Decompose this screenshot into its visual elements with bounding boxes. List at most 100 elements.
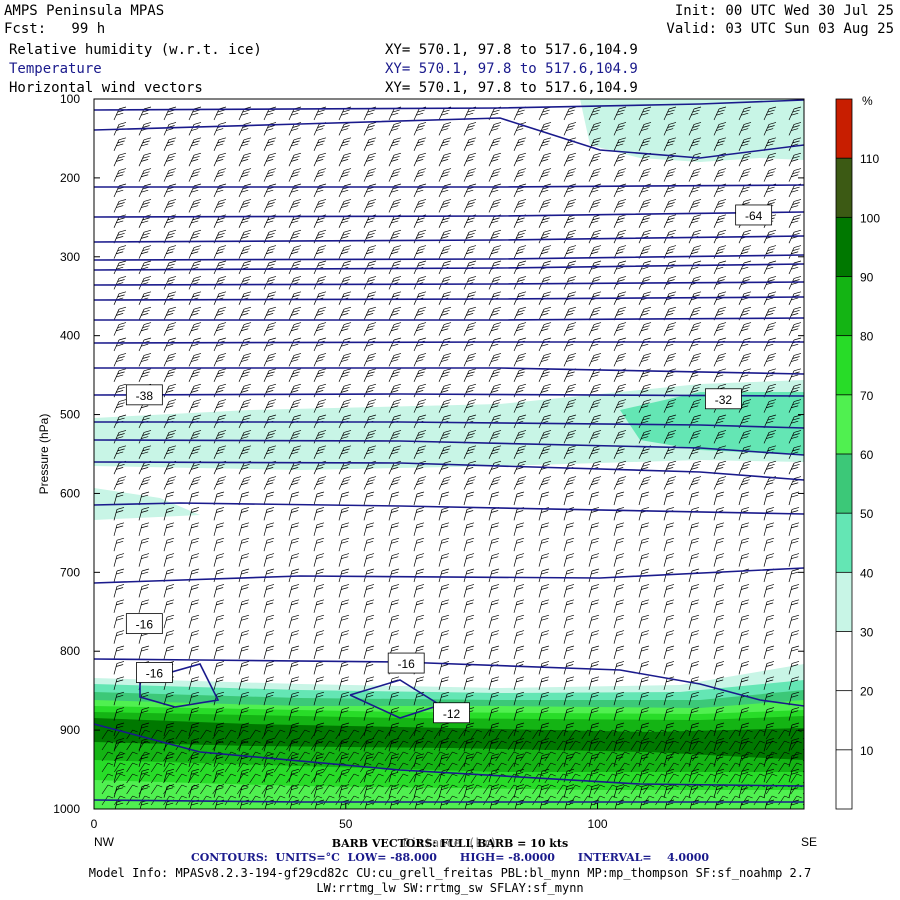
colorbar-label-7: 80 <box>860 330 874 344</box>
colorbar-seg-8 <box>836 276 852 336</box>
temperature-contour-22 <box>94 658 804 707</box>
wind-barbs <box>101 106 804 809</box>
contour-label-6: -12 <box>443 707 461 721</box>
x-axis-title: Distance (km) <box>403 836 497 850</box>
axes: 100 200 300 400 500 600 700 800 900 1000 0 50 100 <box>53 92 804 831</box>
colorbar-seg-5 <box>836 454 852 514</box>
barb-legend: BARB VECTORS: FULL BARB = 10 kts <box>331 837 569 850</box>
se-label: SE <box>801 835 817 849</box>
y-tick-label-8: 900 <box>60 723 80 737</box>
plot-frame <box>93 98 805 810</box>
y-tick-label-2: 300 <box>60 250 80 264</box>
colorbar-seg-6 <box>836 394 852 454</box>
temperature-contour-2 <box>94 184 804 188</box>
colorbar-label-1: 20 <box>860 685 874 699</box>
field-label-wind: Horizontal wind vectors <box>9 80 203 96</box>
colorbar-label-8: 90 <box>860 271 874 285</box>
colorbar-label-0: 10 <box>860 744 874 758</box>
contour-label-4: -16 <box>146 667 164 681</box>
colorbar-label-5: 60 <box>860 448 874 462</box>
rh-band-low-90 <box>94 718 804 760</box>
colorbar-seg-2 <box>836 631 852 691</box>
contour-label-box-4 <box>136 662 173 683</box>
colorbar-seg-9 <box>836 217 852 277</box>
forecast-hour: Fcst: 99 h <box>4 21 106 37</box>
y-tick-label-6: 700 <box>60 565 80 579</box>
colorbar-seg-3 <box>836 572 852 632</box>
temperature-contour-1 <box>94 99 804 111</box>
temperature-contour-20 <box>139 663 220 708</box>
contour-labels: -64 -38 -32 -16 -16 -16 -12 <box>125 204 773 724</box>
contour-label-2: -32 <box>715 393 733 407</box>
colorbar: 10 20 30 40 50 60 70 80 90 100 110 <box>835 98 880 810</box>
y-axis-label: Pressure (hPa) <box>37 414 51 495</box>
temperature-contour-16 <box>94 502 804 515</box>
model-title: AMPS Peninsula MPAS <box>4 3 165 19</box>
colorbar-label-9: 100 <box>860 211 880 225</box>
temperature-contour-4 <box>94 235 804 243</box>
y-tick-label-4: 500 <box>60 408 80 422</box>
valid-time: Valid: 03 UTC Sun 03 Aug 25 <box>666 21 894 37</box>
contour-label-box-0 <box>735 204 773 226</box>
temperature-contour-15 <box>94 461 804 481</box>
temperature-contour-14 <box>94 439 804 456</box>
rh-band-mid <box>94 380 804 470</box>
y-tick-label-3: 400 <box>60 329 80 343</box>
y-tick-label-5: 600 <box>60 486 80 500</box>
temperature-contour-11 <box>94 367 804 375</box>
field-xy-rh: XY= 570.1, 97.8 to 517.6,104.9 <box>385 42 638 58</box>
model-info-2: LW:rrtmg_lw SW:rrtmg_sw SFLAY:sf_mynn <box>316 881 584 895</box>
temperature-contour-7 <box>94 281 804 286</box>
colorbar-label-4: 50 <box>860 507 874 521</box>
contour-label-5: -16 <box>398 657 416 671</box>
y-tick-label-9: 1000 <box>53 802 80 816</box>
colorbar-seg-7 <box>836 335 852 395</box>
model-info: Model Info: MPASv8.2.3-194-gf29cd82c CU:… <box>88 866 812 880</box>
colorbar-seg-4 <box>836 513 852 573</box>
temperature-contour-6 <box>94 263 804 271</box>
contour-label-1: -38 <box>136 389 154 403</box>
temperature-contour-13 <box>94 421 804 429</box>
colorbar-label-3: 40 <box>860 566 874 580</box>
contour-label-0: -64 <box>745 209 763 223</box>
contour-label-box-6 <box>433 702 470 724</box>
colorbar-seg-0 <box>836 749 852 809</box>
temperature-contour-5 <box>94 254 804 261</box>
colorbar-label-6: 70 <box>860 389 874 403</box>
temperature-contour-18 <box>94 723 804 787</box>
temperature-contour-9 <box>94 317 804 321</box>
contour-label-box-1 <box>125 384 163 406</box>
colorbar-unit: % <box>862 94 873 108</box>
contour-label-box-2 <box>705 388 742 410</box>
colorbar-label-2: 30 <box>860 626 874 640</box>
field-label-temperature: Temperature <box>9 61 102 77</box>
temperature-contour-10 <box>94 341 804 344</box>
colorbar-seg-11 <box>836 99 852 159</box>
field-label-rh: Relative humidity (w.r.t. ice) <box>9 42 262 58</box>
contour-label-3: -16 <box>136 618 154 632</box>
x-tick-label-0: 0 <box>91 817 98 831</box>
y-tick-label-0: 100 <box>60 92 80 106</box>
wind-barb-field-lowlevel <box>101 729 804 806</box>
field-xy-temperature: XY= 570.1, 97.8 to 517.6,104.9 <box>385 61 638 77</box>
x-tick-label-1: 50 <box>339 817 353 831</box>
contour-label-box-5 <box>387 652 425 674</box>
temperature-contour-17 <box>94 567 804 584</box>
y-tick-label-1: 200 <box>60 171 80 185</box>
field-xy-wind: XY= 570.1, 97.8 to 517.6,104.9 <box>385 80 638 96</box>
temperature-contour-19 <box>94 799 804 803</box>
rh-shading <box>94 99 804 809</box>
y-tick-label-7: 800 <box>60 644 80 658</box>
colorbar-label-10: 110 <box>860 152 879 166</box>
init-time: Init: 00 UTC Wed 30 Jul 25 <box>674 3 894 19</box>
nw-label: NW <box>94 835 115 849</box>
colorbar-seg-1 <box>836 690 852 750</box>
temperature-contour-12 <box>94 393 804 397</box>
temperature-contour-3 <box>94 211 804 218</box>
contour-label-box-3 <box>125 613 163 635</box>
temperature-contour-0 <box>94 117 804 159</box>
rh-band-upper-core <box>700 99 804 122</box>
x-tick-label-2: 100 <box>588 817 608 831</box>
colorbar-seg-10 <box>836 158 852 218</box>
